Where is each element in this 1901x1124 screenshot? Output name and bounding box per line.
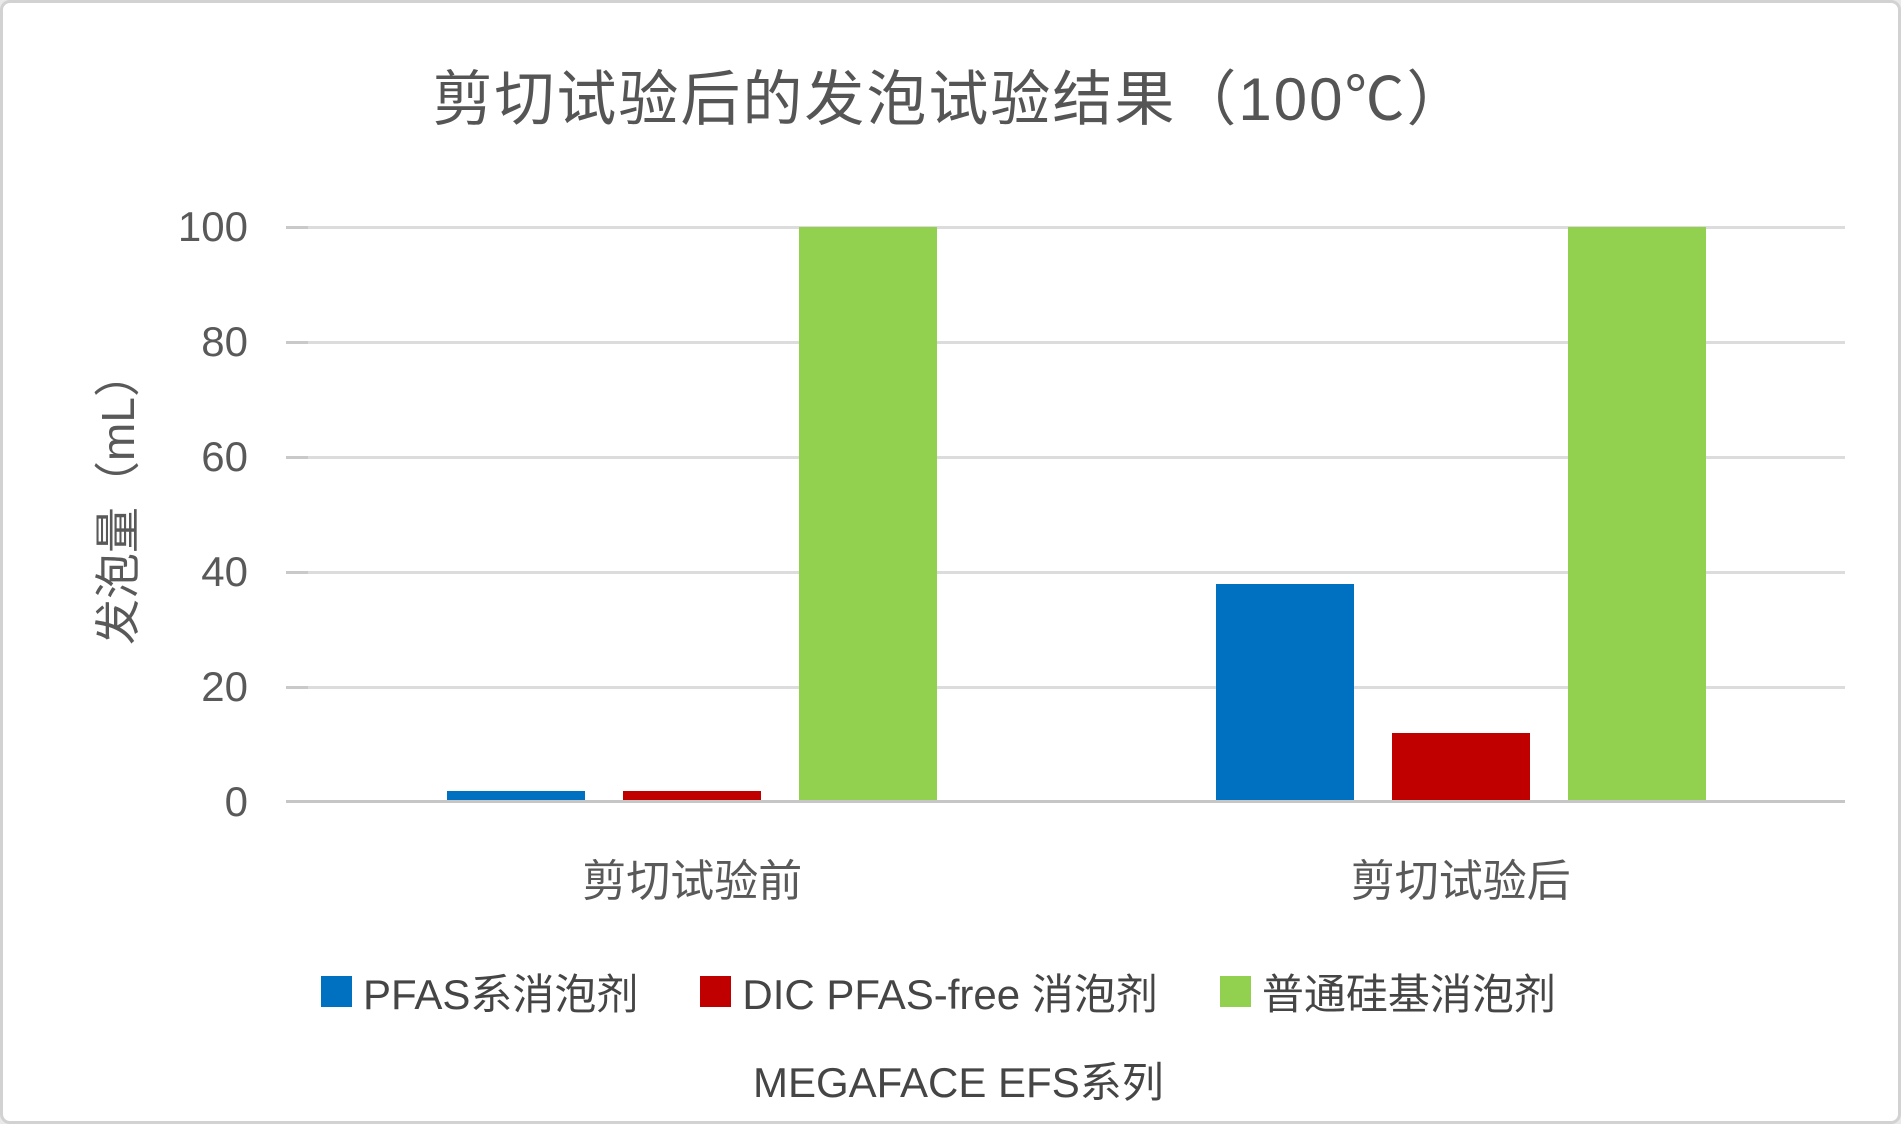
bar-group [1077,227,1846,802]
legend-label: PFAS系消泡剂 [363,971,639,1018]
x-axis-category-labels: 剪切试验前 剪切试验后 [308,851,1845,913]
y-tick-mark [286,225,308,229]
bar-group [308,227,1077,802]
y-tick-label: 40 [201,548,248,595]
bar [1215,583,1354,802]
legend-swatch-icon [321,976,352,1007]
bar [1567,227,1706,802]
legend-swatch-icon [700,976,732,1007]
bar [447,790,586,802]
y-tick-label: 80 [201,318,248,365]
chart-title: 剪切试验后的发泡试验结果（100℃） [432,66,1469,133]
gridline [308,340,1845,344]
bar [1391,733,1530,802]
y-axis-title: 发泡量（mL） [92,351,144,645]
y-tick-mark [286,570,308,574]
y-tick-label: 0 [224,778,248,825]
legend-note: MEGAFACE EFS系列 [753,1059,1164,1106]
gridline [308,570,1845,574]
y-tick-label: 20 [201,663,248,710]
legend-item: 普通硅基消泡剂 [1219,961,1556,1022]
bar [799,227,938,802]
legend-item: DIC PFAS-free 消泡剂 [700,961,1158,1022]
gridline [308,455,1845,459]
legend-label: DIC PFAS-free 消泡剂 [742,971,1158,1018]
y-tick-label: 100 [177,203,248,250]
y-tick-mark [286,455,308,459]
bar-groups [308,227,1845,802]
plot-area [286,225,1845,803]
bar [623,790,762,802]
legend-label: 普通硅基消泡剂 [1261,971,1556,1018]
y-tick-label: 60 [201,433,248,480]
legend-items: PFAS系消泡剂 DIC PFAS-free 消泡剂 普通硅基消泡剂 [321,961,1556,1022]
category-label: 剪切试验前 [582,857,803,906]
legend-item: PFAS系消泡剂 [321,961,638,1022]
legend-swatch-icon [1219,976,1251,1007]
y-tick-mark [286,340,308,344]
category-label: 剪切试验后 [1350,857,1571,906]
x-axis-line [286,800,1845,803]
gridline [308,685,1845,689]
gridline [308,225,1845,229]
y-tick-mark [286,685,308,689]
